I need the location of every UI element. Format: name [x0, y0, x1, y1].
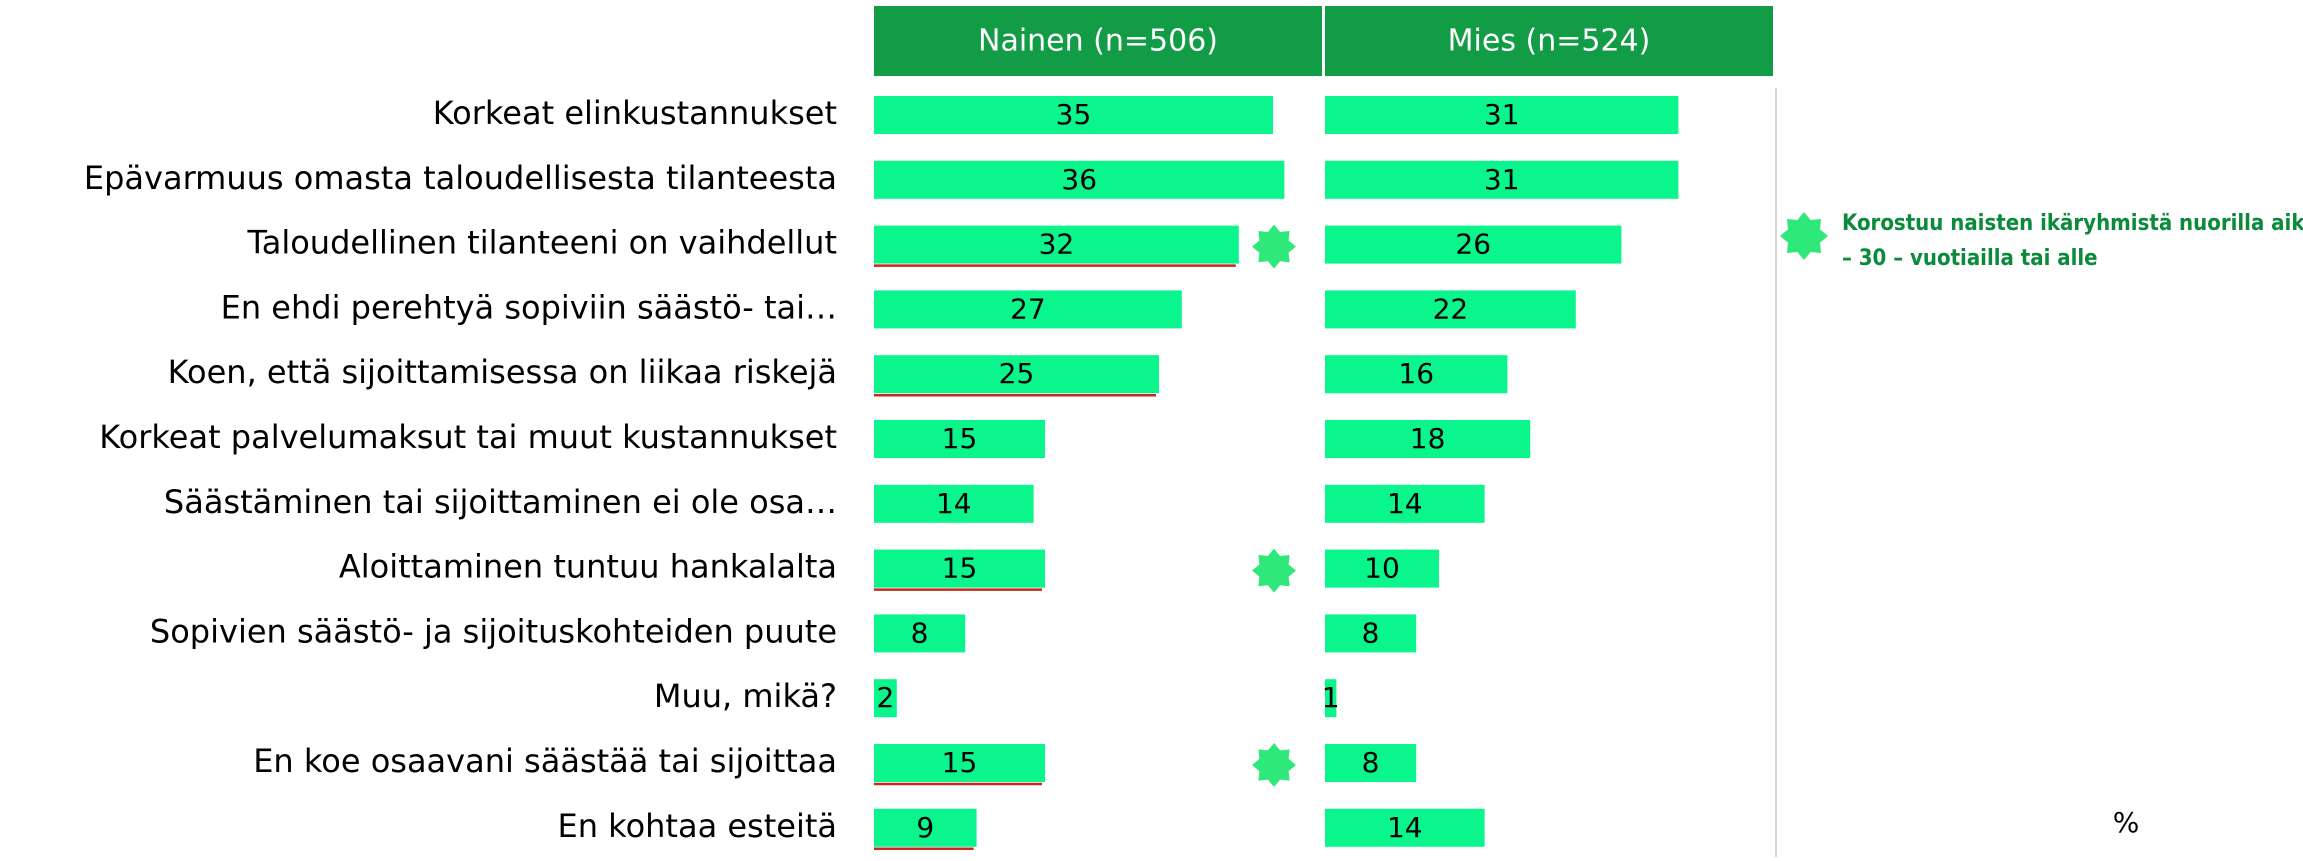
value-label: 14 [1387, 487, 1423, 520]
bar [874, 355, 1159, 394]
bar [874, 96, 1273, 134]
value-label: 15 [942, 552, 978, 585]
value-label: 31 [1484, 163, 1520, 196]
bar [874, 484, 1034, 523]
header [874, 6, 1322, 76]
category-label: Muu, mikä? [654, 677, 837, 715]
value-label: 25 [999, 357, 1035, 390]
header-label: Nainen (n=506) [978, 24, 1218, 59]
category-label: Taloudellinen tilanteeni on vaihdellut [246, 224, 837, 262]
legend-star [1780, 212, 1828, 260]
value-label: 1 [1322, 681, 1340, 714]
bar [874, 744, 1045, 782]
value-label: 36 [1061, 163, 1097, 196]
category-label: Korkeat palvelumaksut tai muut kustannuk… [99, 418, 837, 456]
bar [1325, 484, 1485, 523]
category-label: Koen, että sijoittamisessa on liikaa ris… [168, 353, 837, 391]
bar [874, 679, 897, 718]
value-label: 8 [1362, 746, 1380, 779]
bar [874, 160, 1285, 199]
value-label: 26 [1455, 228, 1491, 261]
category-label: Sopivien säästö- ja sijoituskohteiden pu… [150, 612, 837, 650]
value-label: 32 [1039, 228, 1075, 261]
value-label: 27 [1010, 292, 1046, 325]
header-label: Mies (n=524) [1448, 24, 1651, 59]
bar [1325, 420, 1531, 458]
category-label: En kohtaa esteitä [558, 807, 838, 845]
bar [1325, 679, 1337, 718]
value-label: 14 [936, 487, 972, 520]
value-label: 18 [1410, 422, 1446, 455]
value-label: 14 [1387, 811, 1423, 844]
bar [1325, 549, 1439, 588]
bar [1325, 160, 1679, 199]
bar [1325, 744, 1417, 782]
value-label: 2 [876, 681, 894, 714]
category-label: En ehdi perehtyä sopiviin säästö- tai… [221, 288, 837, 326]
value-label: 10 [1364, 552, 1400, 585]
value-label: 8 [911, 616, 929, 649]
value-label: 22 [1433, 292, 1469, 325]
bar [874, 549, 1045, 588]
bar [874, 614, 966, 653]
bar [874, 420, 1045, 458]
value-label: 35 [1056, 98, 1092, 131]
value-label: 15 [942, 746, 978, 779]
category-label: Epävarmuus omasta taloudellisesta tilant… [84, 159, 837, 197]
category-label: Aloittaminen tuntuu hankalalta [339, 548, 837, 586]
value-label: 15 [942, 422, 978, 455]
value-label: 9 [916, 811, 934, 844]
bar [1325, 225, 1622, 264]
bar [1325, 290, 1576, 329]
value-label: 8 [1362, 616, 1380, 649]
note-text: – 30 – vuotiailla tai alle [1842, 246, 2098, 271]
highlight-star [1252, 224, 1296, 269]
highlight-star [1252, 548, 1296, 593]
bar [1325, 808, 1485, 847]
value-label: 31 [1484, 98, 1520, 131]
unit-label: % [2113, 806, 2140, 839]
note-text: Korostuu naisten ikäryhmistä nuorilla ai… [1842, 211, 2303, 236]
value-label: 16 [1398, 357, 1434, 390]
bar [1325, 614, 1417, 653]
category-label: Korkeat elinkustannukset [433, 94, 837, 132]
category-label: En koe osaavani säästää tai sijoittaa [253, 742, 837, 780]
highlight-star [1252, 743, 1296, 787]
bar [1325, 355, 1508, 394]
bar [874, 808, 977, 847]
bar [874, 290, 1182, 329]
note-line: Korostuu naisten ikäryhmistä nuorilla ai… [1842, 211, 2303, 271]
bar [1325, 96, 1679, 134]
header [1325, 6, 1773, 76]
category-label: Säästäminen tai sijoittaminen ei ole osa… [164, 483, 837, 521]
bar [874, 225, 1239, 264]
